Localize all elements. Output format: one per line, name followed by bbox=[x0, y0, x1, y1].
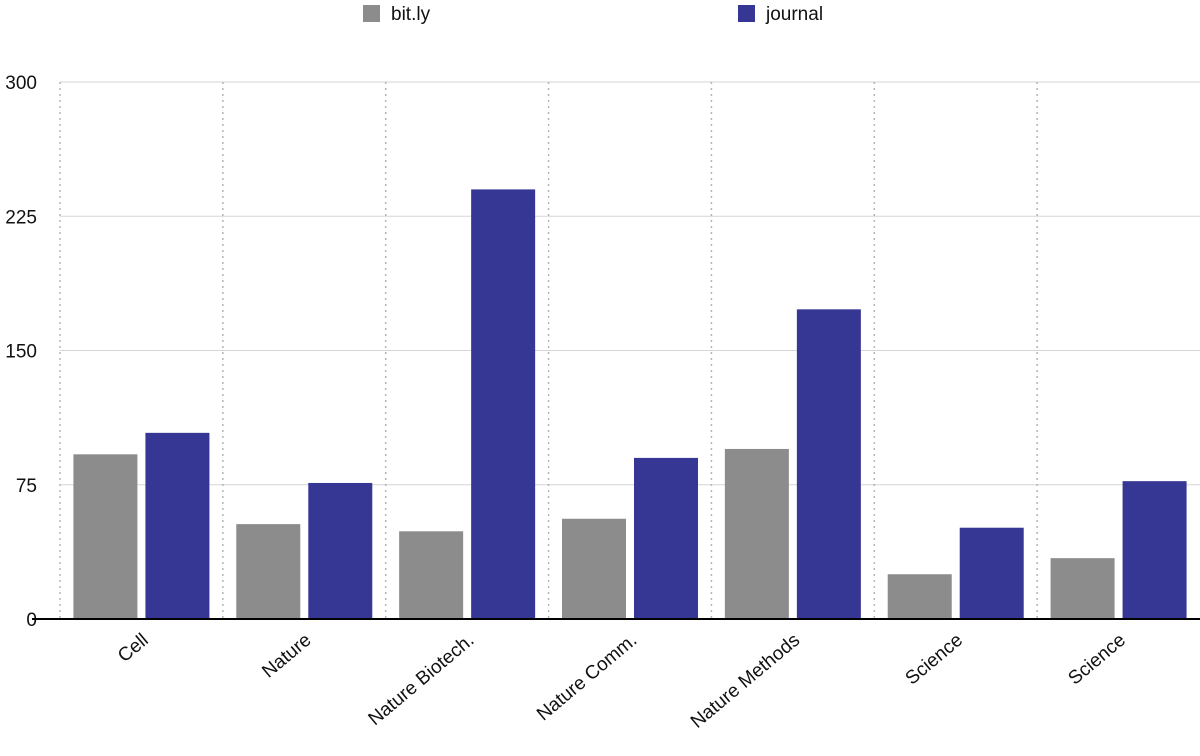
y-tick-label-0: 0 bbox=[26, 610, 37, 631]
bar-journal-cell-0 bbox=[145, 432, 210, 619]
bars bbox=[73, 189, 1187, 619]
y-axis-ticks: 0 75 150 225 300 bbox=[5, 73, 37, 631]
gridlines bbox=[59, 81, 1200, 619]
bar-bit-ly-nature-biotech-2 bbox=[399, 531, 464, 619]
bar-journal-science-6 bbox=[1122, 481, 1187, 619]
bar-bit-ly-nature-1 bbox=[236, 524, 301, 619]
x-tick-label-nature-comm-3: Nature Comm. bbox=[533, 630, 641, 725]
y-tick-label-225: 225 bbox=[5, 207, 37, 228]
y-tick-label-300: 300 bbox=[5, 73, 37, 94]
legend-label-journal: journal bbox=[765, 4, 823, 25]
bar-journal-nature-biotech-2 bbox=[471, 189, 536, 619]
x-axis-labels: Cell Nature Nature Biotech. Nature Comm. Nat… bbox=[114, 630, 1130, 733]
bar-bit-ly-cell-0 bbox=[73, 454, 138, 619]
legend-swatch-journal bbox=[738, 5, 755, 22]
bar-bit-ly-science-5 bbox=[887, 574, 952, 619]
bar-journal-nature-methods-4 bbox=[796, 309, 861, 619]
bar-bit-ly-nature-comm-3 bbox=[562, 518, 626, 619]
y-tick-label-150: 150 bbox=[5, 342, 37, 363]
bar-journal-science-5 bbox=[959, 527, 1024, 619]
bar-journal-nature-comm-3 bbox=[634, 457, 698, 619]
bar-bit-ly-science-6 bbox=[1050, 558, 1115, 619]
bar-journal-nature-1 bbox=[308, 482, 373, 619]
x-tick-label-nature-methods-4: Nature Methods bbox=[687, 630, 804, 733]
y-tick-label-75: 75 bbox=[16, 476, 37, 497]
legend-swatch-bitly bbox=[363, 5, 380, 22]
x-tick-label-cell-0: Cell bbox=[114, 630, 153, 667]
legend-label-bitly: bit.ly bbox=[391, 4, 431, 25]
x-tick-label-nature-biotech-2: Nature Biotech. bbox=[365, 630, 479, 730]
x-tick-label-science-5: Science bbox=[902, 630, 967, 690]
x-tick-label-nature-1: Nature bbox=[258, 630, 315, 683]
x-tick-label-science-6: Science bbox=[1064, 630, 1129, 690]
bar-bit-ly-nature-methods-4 bbox=[724, 448, 789, 619]
legend: bit.ly journal bbox=[363, 4, 823, 25]
